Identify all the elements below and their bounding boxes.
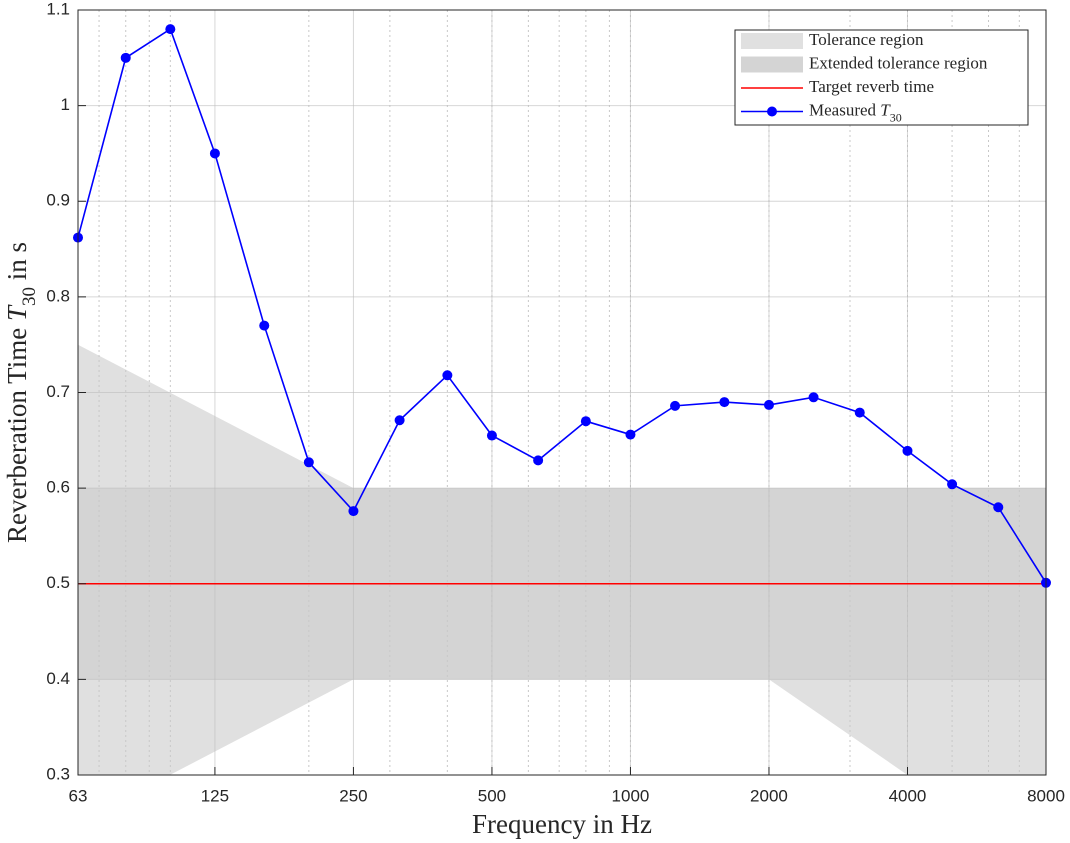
x-axis-label: Frequency in Hz <box>472 809 652 839</box>
data-point <box>808 392 819 403</box>
data-point <box>259 320 270 331</box>
data-point <box>394 415 405 426</box>
label-part: 30 <box>890 110 902 124</box>
x-tick-label: 2000 <box>750 786 788 805</box>
x-tick-label: 250 <box>339 786 367 805</box>
y-tick-label: 0.3 <box>46 764 70 783</box>
data-point <box>120 52 131 63</box>
data-point <box>165 24 176 35</box>
data-point <box>947 479 958 490</box>
data-point <box>993 502 1004 513</box>
data-point <box>209 148 220 159</box>
legend-marker <box>767 106 777 117</box>
axes-box <box>77 9 1047 776</box>
x-tick-label: 63 <box>69 786 88 805</box>
y-axis-label: Reverberation Time T30 in s <box>2 242 40 543</box>
data-point <box>442 370 453 381</box>
data-point <box>625 429 636 440</box>
x-tick-label: 1000 <box>612 786 650 805</box>
plot-layer <box>78 10 1046 775</box>
series-line <box>78 27 1046 584</box>
legend-label: Target reverb time <box>809 77 934 96</box>
data-point <box>854 407 865 418</box>
x-tick-label: 500 <box>478 786 506 805</box>
legend-swatch <box>741 33 803 49</box>
y-tick-label: 0.6 <box>46 478 70 497</box>
y-tick-label: 0.7 <box>46 382 70 401</box>
legend-label: Tolerance region <box>809 30 924 49</box>
data-point <box>670 400 681 411</box>
label-part: in s <box>2 242 32 287</box>
data-point <box>580 416 591 427</box>
label-part: Reverberation Time <box>2 321 32 543</box>
legend-label: Measured T30 <box>809 100 902 124</box>
data-point <box>763 399 774 410</box>
y-tick-label: 1 <box>61 95 70 114</box>
x-tick-label: 8000 <box>1027 786 1065 805</box>
x-tick-label: 125 <box>201 786 229 805</box>
y-tick-label: 0.4 <box>46 669 70 688</box>
label-part: T <box>2 304 32 321</box>
data-point <box>486 430 497 441</box>
y-tick-label: 0.5 <box>46 573 70 592</box>
x-tick-label: 4000 <box>889 786 927 805</box>
label-part: T <box>880 100 891 119</box>
legend-swatch <box>741 56 803 73</box>
data-point <box>303 457 314 468</box>
y-tick-label: 1.1 <box>46 0 70 18</box>
data-point <box>902 445 913 456</box>
label-part: Measured <box>809 100 880 119</box>
y-tick-label: 0.8 <box>46 286 70 305</box>
legend-label: Extended tolerance region <box>809 53 988 72</box>
y-tick-label: 0.9 <box>46 191 70 210</box>
data-point <box>348 506 359 517</box>
data-point <box>719 397 730 408</box>
data-point <box>533 455 544 466</box>
label-part: 30 <box>19 287 40 306</box>
